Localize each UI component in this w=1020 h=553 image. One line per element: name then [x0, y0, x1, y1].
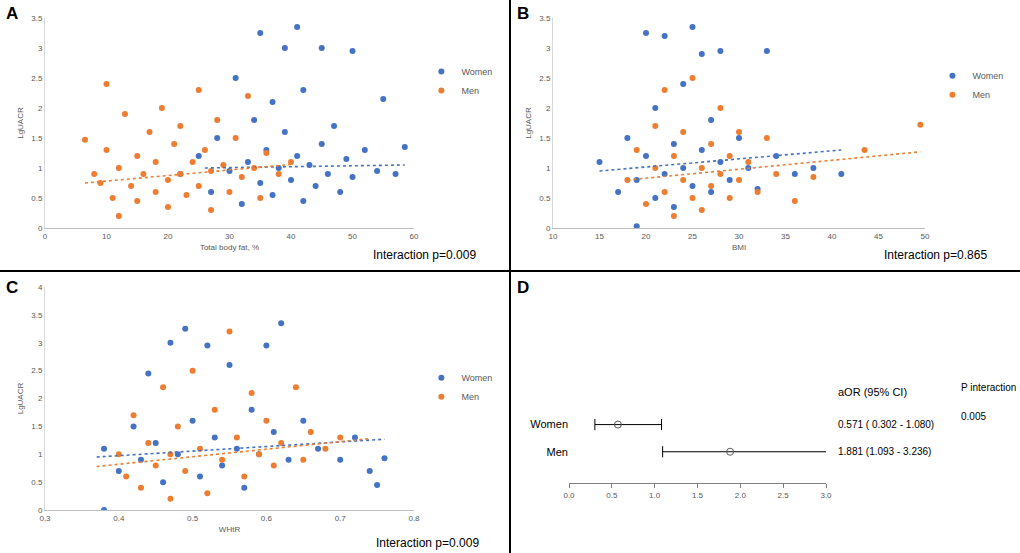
svg-text:20: 20: [642, 232, 651, 241]
svg-text:0: 0: [38, 506, 43, 515]
svg-text:LgUACR: LgUACR: [16, 107, 25, 139]
svg-text:0.0: 0.0: [563, 491, 575, 500]
svg-text:1.5: 1.5: [692, 491, 704, 500]
svg-text:0.7: 0.7: [335, 514, 347, 523]
svg-text:Interaction p=0.009: Interaction p=0.009: [376, 536, 479, 550]
svg-text:0.571 ( 0.302 - 1.080): 0.571 ( 0.302 - 1.080): [838, 419, 934, 430]
svg-text:1.881 (1.093 - 3.236): 1.881 (1.093 - 3.236): [838, 446, 931, 457]
svg-text:40: 40: [828, 232, 837, 241]
svg-text:1.5: 1.5: [31, 422, 43, 431]
svg-text:45: 45: [874, 232, 883, 241]
svg-text:1.5: 1.5: [31, 134, 43, 143]
svg-text:10: 10: [102, 232, 111, 241]
svg-text:0.5: 0.5: [187, 514, 199, 523]
html-text:D: D: [517, 278, 530, 297]
svg-text:3.5: 3.5: [31, 14, 43, 23]
svg-text:Women: Women: [530, 418, 568, 430]
svg-text:2: 2: [546, 104, 551, 113]
svg-text:20: 20: [164, 232, 173, 241]
svg-text:0.3: 0.3: [39, 514, 51, 523]
svg-text:35: 35: [781, 232, 790, 241]
svg-text:1: 1: [546, 164, 551, 173]
svg-text:0.5: 0.5: [539, 194, 551, 203]
svg-text:0: 0: [43, 232, 48, 241]
svg-text:3: 3: [38, 44, 43, 53]
svg-text:0.5: 0.5: [31, 478, 43, 487]
svg-text:1.0: 1.0: [649, 491, 661, 500]
svg-text:LgUACR: LgUACR: [524, 107, 533, 139]
svg-text:0.8: 0.8: [408, 514, 420, 523]
svg-text:Men: Men: [972, 90, 990, 100]
html-text:B: B: [517, 4, 530, 23]
svg-text:0.5: 0.5: [31, 194, 43, 203]
svg-text:3: 3: [546, 44, 551, 53]
svg-text:Women: Women: [461, 67, 492, 77]
svg-text:LgUACR: LgUACR: [16, 383, 25, 415]
svg-text:60: 60: [410, 232, 419, 241]
svg-text:25: 25: [688, 232, 697, 241]
svg-text:2.5: 2.5: [31, 74, 43, 83]
svg-text:1.5: 1.5: [539, 134, 551, 143]
svg-text:2.5: 2.5: [31, 366, 43, 375]
svg-text:WHtR: WHtR: [219, 525, 241, 534]
svg-text:3.0: 3.0: [820, 491, 832, 500]
svg-text:40: 40: [287, 232, 296, 241]
svg-text:Total body fat, %: Total body fat, %: [200, 243, 259, 252]
svg-text:aOR (95% CI): aOR (95% CI): [838, 386, 907, 398]
svg-text:Women: Women: [461, 373, 492, 383]
svg-text:0.5: 0.5: [606, 491, 618, 500]
svg-text:P interaction: P interaction: [961, 382, 1016, 393]
svg-text:3.5: 3.5: [539, 14, 551, 23]
svg-text:50: 50: [921, 232, 930, 241]
svg-text:15: 15: [595, 232, 604, 241]
svg-text:1: 1: [38, 164, 43, 173]
svg-text:2.0: 2.0: [735, 491, 747, 500]
svg-text:0: 0: [38, 224, 43, 233]
svg-text:Women: Women: [972, 71, 1003, 81]
svg-text:0.6: 0.6: [261, 514, 273, 523]
svg-text:Interaction p=0.009: Interaction p=0.009: [373, 248, 476, 262]
html-text:C: C: [6, 278, 19, 297]
svg-text:0: 0: [546, 224, 551, 233]
svg-text:Men: Men: [547, 446, 568, 458]
svg-text:4: 4: [38, 283, 43, 292]
svg-text:10: 10: [549, 232, 558, 241]
svg-text:2.5: 2.5: [539, 74, 551, 83]
svg-text:50: 50: [348, 232, 357, 241]
svg-text:3: 3: [38, 339, 43, 348]
svg-text:2: 2: [38, 394, 43, 403]
svg-text:30: 30: [225, 232, 234, 241]
svg-text:BMI: BMI: [732, 243, 746, 252]
svg-text:0.005: 0.005: [961, 411, 986, 422]
svg-text:1: 1: [38, 450, 43, 459]
svg-text:2.5: 2.5: [778, 491, 790, 500]
svg-text:3.5: 3.5: [31, 311, 43, 320]
svg-text:2: 2: [38, 104, 43, 113]
svg-text:Men: Men: [461, 86, 479, 96]
html-text:A: A: [6, 4, 19, 23]
svg-text:Men: Men: [461, 392, 479, 402]
svg-text:Interaction p=0.865: Interaction p=0.865: [884, 248, 987, 262]
svg-text:0.4: 0.4: [113, 514, 125, 523]
svg-text:30: 30: [735, 232, 744, 241]
